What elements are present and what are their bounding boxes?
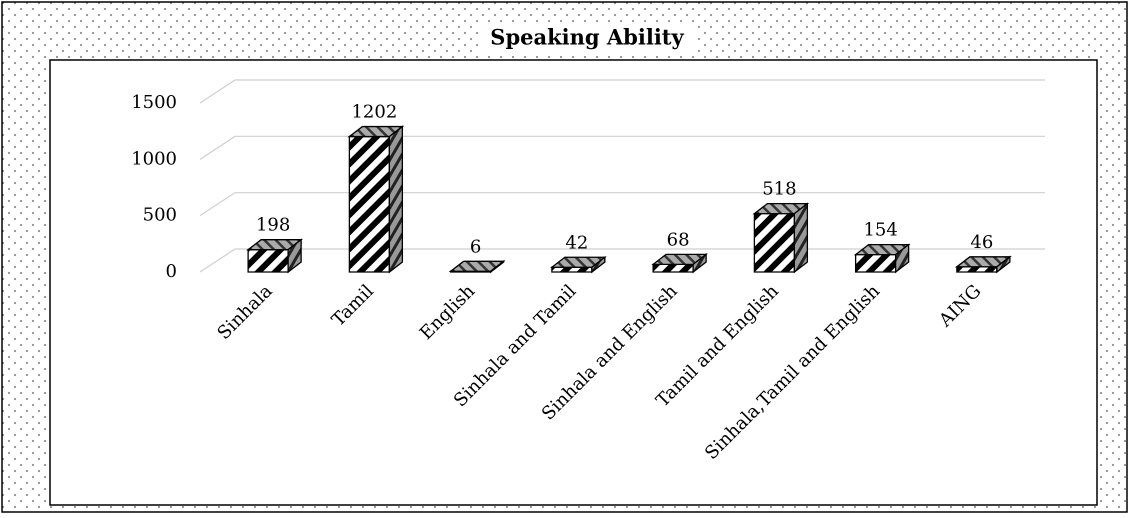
bar-side [793, 202, 809, 274]
bar-front [652, 263, 694, 273]
plot-area [49, 59, 1098, 506]
grid-line [199, 192, 1045, 217]
bar-front [956, 266, 998, 273]
bar-side [692, 253, 707, 274]
grid-line [199, 135, 1045, 160]
bar-side [591, 255, 606, 274]
bar [549, 255, 607, 274]
bar [752, 202, 810, 274]
y-tick-label: 500 [143, 205, 177, 226]
bar [448, 260, 506, 274]
bar-side [894, 243, 910, 274]
value-label: 1202 [351, 102, 397, 123]
y-tick-label: 1500 [131, 92, 177, 113]
bar [347, 125, 405, 274]
title-backdrop [478, 24, 696, 52]
bar-front [854, 253, 897, 273]
bar [954, 255, 1012, 274]
value-label: 154 [863, 220, 897, 241]
grid-line [199, 79, 1045, 104]
bar-front [348, 135, 391, 273]
bar-front [551, 266, 593, 273]
bar-side [287, 238, 302, 274]
value-label: 42 [565, 232, 588, 253]
value-label: 198 [256, 215, 290, 236]
bar [651, 253, 709, 274]
value-label: 518 [762, 179, 796, 200]
bar-side [996, 255, 1011, 274]
value-label: 6 [470, 236, 481, 257]
y-tick-label: 0 [166, 261, 177, 282]
value-label: 68 [667, 229, 690, 250]
bar-front [753, 212, 796, 273]
bar-front [247, 249, 289, 273]
bar [246, 238, 304, 274]
bar-side [388, 125, 404, 274]
bar [853, 243, 911, 274]
value-label: 46 [970, 232, 993, 253]
bar-side [489, 260, 505, 274]
chart-title: Speaking Ability [490, 25, 684, 50]
y-tick-label: 1000 [131, 148, 177, 169]
